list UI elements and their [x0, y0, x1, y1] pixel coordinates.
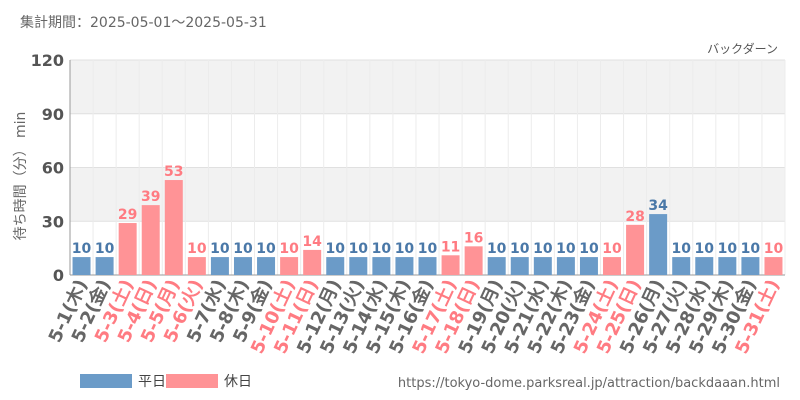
- data-label: 10: [395, 241, 415, 257]
- source-url: https://tokyo-dome.parksreal.jp/attracti…: [398, 376, 780, 391]
- bar: [464, 246, 483, 275]
- data-label: 10: [671, 241, 691, 257]
- data-label: 34: [648, 198, 668, 214]
- data-label: 10: [233, 241, 253, 257]
- data-label: 16: [464, 230, 483, 246]
- legend-label-weekday: 平日: [138, 374, 166, 390]
- bar: [118, 223, 137, 275]
- data-label: 10: [349, 241, 369, 257]
- bar: [718, 257, 737, 275]
- data-label: 10: [72, 241, 92, 257]
- y-tick-label: 0: [53, 266, 64, 285]
- x-tick-labels: 5-1(木)5-2(金)5-3(土)5-4(日)5-5(月)5-6(火)5-7(…: [44, 276, 784, 357]
- data-label: 11: [441, 239, 460, 255]
- data-label: 14: [302, 234, 322, 250]
- bar: [418, 257, 437, 275]
- bar: [372, 257, 391, 275]
- data-label: 10: [210, 241, 230, 257]
- data-label: 10: [718, 241, 738, 257]
- bar: [395, 257, 414, 275]
- bar: [187, 257, 206, 275]
- plot-bands: [70, 60, 785, 222]
- bar: [533, 257, 552, 275]
- y-tick-label: 90: [42, 105, 64, 124]
- attraction-name: バックダーン: [707, 41, 778, 56]
- data-label: 10: [556, 241, 576, 257]
- bar: [141, 205, 160, 275]
- data-label: 10: [95, 241, 115, 257]
- bar: [95, 257, 114, 275]
- legend-label-holiday: 休日: [224, 374, 252, 390]
- bar: [695, 257, 714, 275]
- bar: [164, 180, 183, 275]
- data-label: 29: [118, 207, 137, 223]
- legend-swatch-weekday: [80, 374, 132, 388]
- bar: [72, 257, 91, 275]
- data-label: 10: [695, 241, 715, 257]
- bar: [487, 257, 506, 275]
- data-label: 10: [372, 241, 392, 257]
- data-label: 53: [164, 164, 183, 180]
- bar: [672, 257, 691, 275]
- bar: [741, 257, 760, 275]
- bar: [349, 257, 368, 275]
- bar: [233, 257, 252, 275]
- data-label: 10: [487, 241, 507, 257]
- bar: [280, 257, 299, 275]
- data-label: 28: [625, 209, 644, 225]
- y-tick-labels: 0 30 60 90 120: [31, 51, 64, 285]
- data-label: 10: [279, 241, 299, 257]
- bar: [649, 214, 668, 275]
- bar: [556, 257, 575, 275]
- bar: [510, 257, 529, 275]
- bar: [626, 224, 645, 275]
- y-tick-label: 120: [31, 51, 64, 70]
- data-label: 10: [533, 241, 553, 257]
- y-tick-label: 60: [42, 159, 64, 178]
- plot-band: [70, 60, 785, 114]
- y-tick-label: 30: [42, 212, 64, 231]
- bars: [72, 180, 783, 275]
- legend-swatch-holiday: [166, 374, 218, 388]
- bar: [257, 257, 276, 275]
- y-axis-label: 待ち時間（分） min: [13, 112, 29, 241]
- data-label: 10: [602, 241, 622, 257]
- bar: [303, 249, 322, 275]
- bar: [579, 257, 598, 275]
- data-label: 10: [418, 241, 438, 257]
- data-label: 10: [256, 241, 276, 257]
- bar: [326, 257, 345, 275]
- data-label: 10: [325, 241, 345, 257]
- bar: [210, 257, 229, 275]
- data-label: 10: [579, 241, 599, 257]
- data-label: 10: [510, 241, 530, 257]
- period-label: 集計期間：2025-05-01～2025-05-31: [20, 14, 267, 31]
- data-label: 10: [187, 241, 207, 257]
- plot-band: [70, 167, 785, 222]
- bar: [441, 255, 460, 275]
- data-label: 10: [764, 241, 784, 257]
- bar: [764, 257, 783, 275]
- data-label: 10: [741, 241, 761, 257]
- data-label: 39: [141, 189, 160, 205]
- legend: 平日 休日: [80, 374, 252, 390]
- bar: [603, 257, 622, 275]
